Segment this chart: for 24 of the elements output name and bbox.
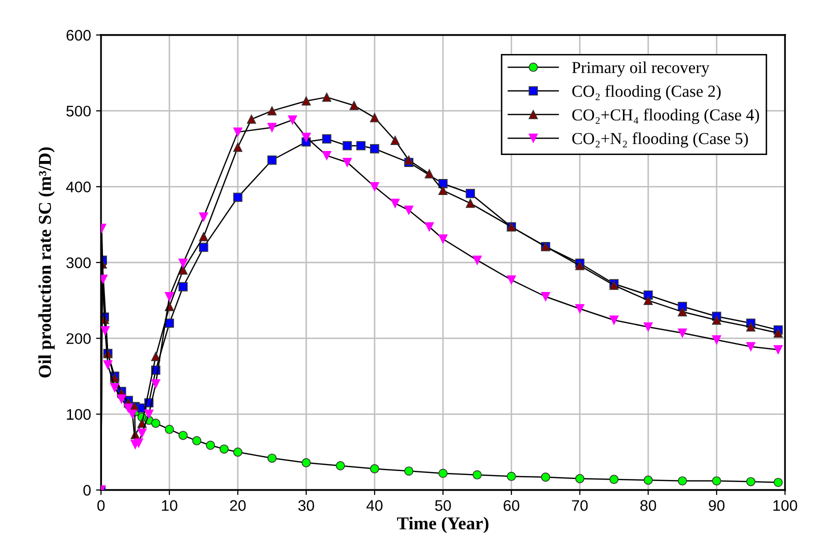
x-tick-label: 90 [708, 500, 724, 511]
x-axis-title: Time (Year) [397, 516, 488, 534]
x-tick-label: 10 [162, 500, 178, 511]
y-tick-label: 600 [66, 30, 91, 41]
x-tick-label: 50 [435, 500, 451, 511]
legend-label: CO₂+CH₄ flooding (Case 4) [572, 108, 760, 124]
x-tick-label: 0 [97, 500, 105, 511]
x-tick-label: 20 [230, 500, 246, 511]
y-tick-label: 100 [66, 409, 91, 420]
y-tick-label: 400 [66, 182, 91, 192]
legend-label: CO₂+N₂ flooding (Case 5) [572, 132, 748, 148]
x-tick-label: 70 [572, 500, 588, 511]
x-tick-label: 60 [504, 500, 520, 511]
x-tick-label: 40 [366, 500, 382, 511]
legend-label: CO₂ flooding (Case 2) [572, 84, 721, 100]
x-tick-label: 80 [640, 500, 656, 511]
legend-label: Primary oil recovery [572, 61, 710, 77]
x-tick-label: 100 [773, 500, 798, 511]
x-tick-label: 30 [298, 500, 314, 511]
y-tick-label: 0 [83, 484, 91, 496]
y-tick-label: 300 [66, 257, 91, 268]
y-tick-label: 200 [66, 333, 91, 344]
y-axis-title: Oil production rate SC (m³/D) [38, 147, 55, 378]
y-tick-label: 500 [66, 106, 91, 117]
